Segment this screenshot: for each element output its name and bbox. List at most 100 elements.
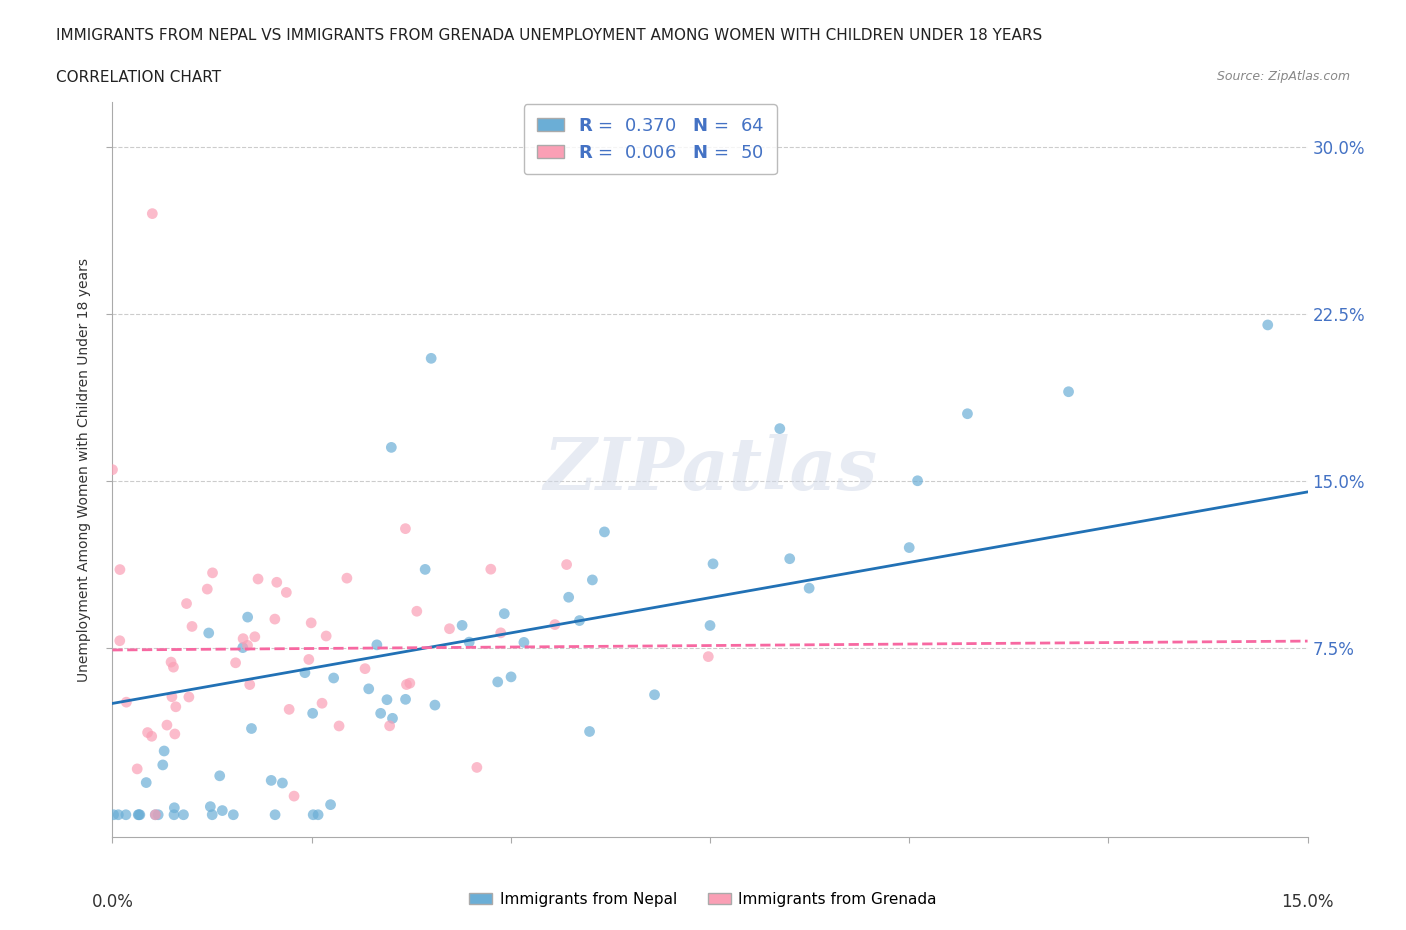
Point	[697, 649, 720, 664]
Point	[336, 571, 359, 586]
Point	[423, 698, 446, 712]
Point	[307, 807, 329, 822]
Point	[232, 640, 254, 655]
Point	[136, 725, 159, 740]
Point	[354, 661, 377, 676]
Point	[160, 689, 183, 704]
Point	[644, 687, 666, 702]
Point	[115, 807, 138, 822]
Point	[702, 556, 724, 571]
Point	[271, 776, 294, 790]
Point	[499, 670, 522, 684]
Point	[578, 724, 600, 739]
Point	[370, 706, 392, 721]
Point	[263, 612, 285, 627]
Point	[177, 689, 200, 704]
Point	[103, 807, 125, 822]
Point	[201, 807, 224, 822]
Point	[311, 696, 333, 711]
Point	[222, 807, 245, 822]
Point	[420, 351, 443, 365]
Point	[176, 596, 198, 611]
Point	[299, 616, 322, 631]
Point	[593, 525, 616, 539]
Text: Source: ZipAtlas.com: Source: ZipAtlas.com	[1216, 70, 1350, 83]
Legend: Immigrants from Nepal, Immigrants from Grenada: Immigrants from Nepal, Immigrants from G…	[463, 886, 943, 913]
Point	[294, 665, 316, 680]
Point	[395, 677, 418, 692]
Point	[479, 562, 502, 577]
Point	[557, 590, 579, 604]
Point	[260, 773, 283, 788]
Point	[555, 557, 578, 572]
Point	[128, 807, 150, 822]
Point	[283, 789, 305, 804]
Point	[769, 421, 792, 436]
Point	[394, 692, 416, 707]
Point	[1057, 384, 1080, 399]
Point	[489, 625, 512, 640]
Point	[328, 719, 350, 734]
Point	[568, 613, 591, 628]
Point	[236, 610, 259, 625]
Point	[195, 581, 218, 596]
Point	[173, 807, 195, 822]
Point	[239, 677, 262, 692]
Point	[127, 762, 149, 777]
Point	[197, 626, 219, 641]
Point	[298, 652, 321, 667]
Text: CORRELATION CHART: CORRELATION CHART	[56, 70, 221, 85]
Point	[278, 702, 301, 717]
Point	[699, 618, 721, 633]
Point	[163, 726, 186, 741]
Point	[135, 775, 157, 790]
Point	[439, 621, 461, 636]
Point	[156, 718, 179, 733]
Point	[145, 807, 167, 822]
Point	[201, 565, 224, 580]
Point	[141, 206, 163, 221]
Point	[513, 635, 536, 650]
Point	[898, 540, 921, 555]
Y-axis label: Unemployment Among Women with Children Under 18 years: Unemployment Among Women with Children U…	[77, 258, 91, 682]
Point	[315, 629, 337, 644]
Text: IMMIGRANTS FROM NEPAL VS IMMIGRANTS FROM GRENADA UNEMPLOYMENT AMONG WOMEN WITH C: IMMIGRANTS FROM NEPAL VS IMMIGRANTS FROM…	[56, 28, 1042, 43]
Point	[143, 807, 166, 822]
Point	[211, 804, 233, 818]
Point	[225, 656, 247, 671]
Point	[301, 706, 323, 721]
Point	[405, 604, 427, 618]
Point	[413, 562, 436, 577]
Point	[163, 807, 186, 822]
Point	[322, 671, 344, 685]
Point	[264, 807, 287, 822]
Point	[451, 618, 474, 632]
Point	[181, 619, 204, 634]
Legend: $\mathbf{R}$ =  0.370   $\mathbf{N}$ =  64, $\mathbf{R}$ =  0.006   $\mathbf{N}$: $\mathbf{R}$ = 0.370 $\mathbf{N}$ = 64, …	[524, 104, 776, 174]
Point	[378, 718, 401, 733]
Point	[243, 630, 266, 644]
Point	[276, 585, 298, 600]
Point	[486, 674, 509, 689]
Point	[302, 807, 325, 822]
Point	[108, 562, 131, 577]
Point	[380, 440, 402, 455]
Point	[494, 606, 516, 621]
Point	[398, 676, 420, 691]
Point	[394, 521, 416, 536]
Point	[458, 634, 481, 649]
Point	[1257, 317, 1279, 332]
Point	[357, 682, 380, 697]
Point	[107, 807, 129, 822]
Point	[247, 572, 270, 587]
Point	[108, 633, 131, 648]
Point	[232, 631, 254, 646]
Point	[319, 797, 342, 812]
Point	[115, 695, 138, 710]
Point	[128, 807, 150, 822]
Text: ZIPatlas: ZIPatlas	[543, 434, 877, 505]
Point	[200, 799, 222, 814]
Point	[266, 575, 288, 590]
Point	[240, 721, 263, 736]
Point	[163, 801, 186, 816]
